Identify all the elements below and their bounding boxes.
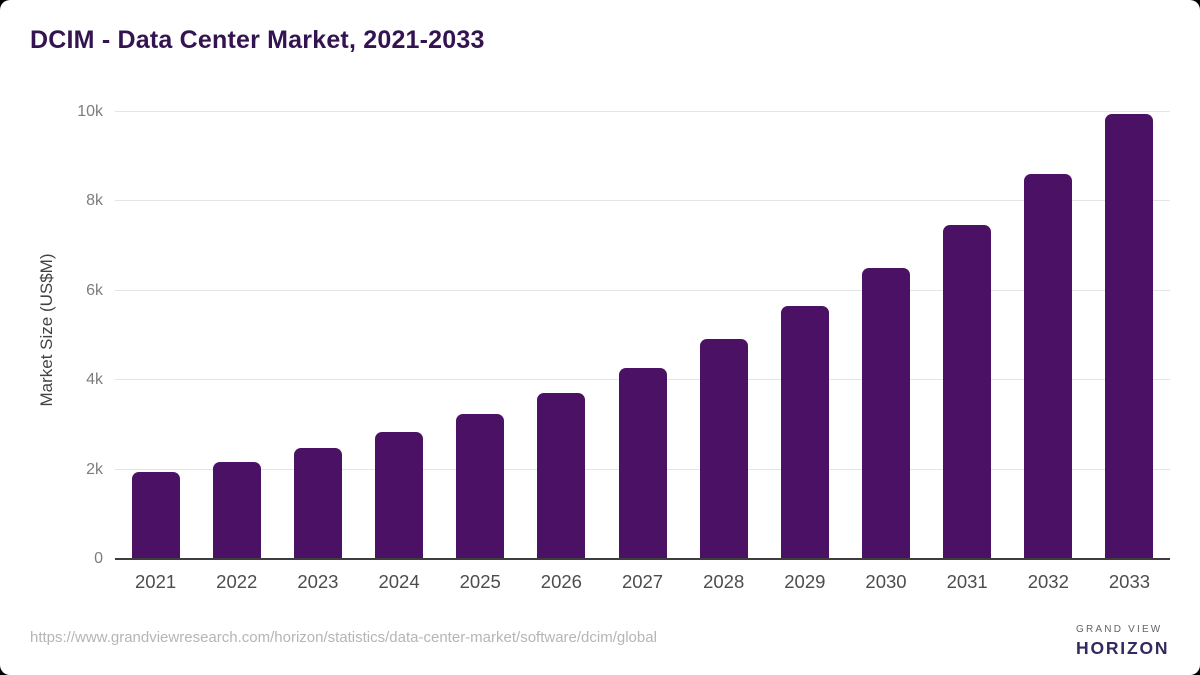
x-tick-label: 2028	[703, 571, 745, 592]
y-tick-label: 10k	[77, 103, 103, 120]
bar-slot	[196, 112, 277, 559]
gridline	[115, 289, 1170, 291]
y-tick-label: 6k	[86, 281, 103, 299]
brand-text: GRAND VIEW HORIZON	[1076, 624, 1169, 659]
x-tick-label: 2032	[1027, 571, 1069, 592]
bar-2021[interactable]	[131, 471, 180, 559]
bar-2028[interactable]	[699, 338, 748, 559]
bar-2023[interactable]	[293, 447, 342, 559]
bar-2029[interactable]	[780, 305, 829, 559]
x-axis-line	[115, 558, 1170, 560]
bar-slot	[1008, 112, 1089, 559]
bar-2030[interactable]	[861, 268, 910, 559]
source-url: https://www.grandviewresearch.com/horizo…	[30, 629, 657, 646]
logo-reflection-line	[1035, 643, 1049, 646]
logo-reflection-line	[1037, 648, 1047, 651]
plot-area: 0 2k 4k 6k 8k 10k	[77, 103, 1170, 567]
x-tick-label: 2030	[865, 571, 907, 592]
brand-name-top: GRAND VIEW	[1076, 623, 1163, 635]
x-tick-label: 2025	[459, 571, 501, 592]
bar-2025[interactable]	[456, 414, 505, 559]
bar-2033[interactable]	[1105, 114, 1154, 559]
bar-slot	[440, 112, 521, 559]
x-tick-label: 2021	[135, 571, 177, 592]
x-tick-label: 2029	[784, 571, 826, 592]
x-tick-label: 2026	[540, 571, 582, 592]
bar-slot	[115, 112, 196, 559]
bar-2026[interactable]	[537, 392, 586, 559]
bar-slot	[521, 112, 602, 559]
brand-name-bottom: HORIZON	[1076, 637, 1170, 658]
x-tick-label: 2024	[378, 571, 420, 592]
bar-slot	[1089, 112, 1170, 559]
y-tick-label: 8k	[86, 192, 103, 210]
gridline	[115, 200, 1170, 202]
horizon-sun-icon	[1020, 619, 1064, 663]
bar-2031[interactable]	[943, 224, 992, 559]
bar-2032[interactable]	[1024, 173, 1073, 559]
bar-2024[interactable]	[375, 432, 424, 559]
gridline	[115, 111, 1170, 112]
bar-slot	[602, 112, 683, 559]
x-tick-label: 2023	[297, 571, 339, 592]
bar-slot	[358, 112, 439, 559]
x-tick-label: 2031	[946, 571, 988, 592]
x-tick-label: 2033	[1108, 571, 1151, 592]
x-axis-labels: 2021 2022 2023 2024 2025 2026 2027 2028 2029 2030…	[115, 571, 1170, 593]
bar-2027[interactable]	[618, 367, 667, 559]
logo-sun	[1033, 631, 1051, 641]
brand-logo: GRAND VIEW HORIZON	[1020, 619, 1169, 663]
x-tick-label: 2027	[621, 571, 664, 592]
bar-slot	[927, 112, 1008, 559]
bar-slot	[845, 112, 926, 559]
bar-slot	[764, 112, 845, 559]
page-title: DCIM - Data Center Market, 2021-2033	[30, 26, 485, 54]
bar-2022[interactable]	[212, 461, 261, 559]
bar-slot	[683, 112, 764, 559]
y-tick-label: 4k	[86, 371, 103, 389]
bar-slot	[277, 112, 358, 559]
y-axis-title: Market Size (US$M)	[37, 253, 56, 407]
y-tick-label: 2k	[86, 460, 103, 478]
x-tick-label: 2022	[216, 571, 258, 592]
y-tick-label: 0	[94, 550, 103, 567]
bars	[115, 112, 1170, 559]
